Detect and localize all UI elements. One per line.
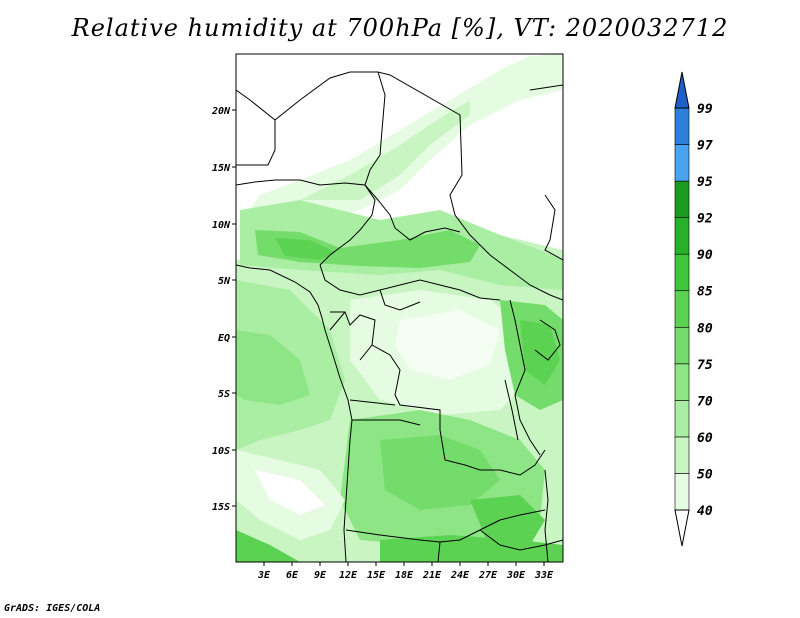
colorbar: 40 50 60 70 75 80 85 90 92 95 97 99 bbox=[674, 71, 713, 547]
lon-label: 27E bbox=[478, 570, 498, 581]
colorbar-bin bbox=[674, 400, 690, 438]
lat-label: 10S bbox=[212, 446, 230, 457]
colorbar-label: 80 bbox=[697, 321, 713, 336]
lat-label: 5N bbox=[218, 276, 231, 287]
colorbar-label: 60 bbox=[697, 431, 713, 446]
colorbar-bin bbox=[674, 290, 690, 328]
lat-label: 10N bbox=[212, 220, 231, 231]
colorbar-label: 50 bbox=[697, 467, 713, 482]
lon-label: 24E bbox=[450, 570, 470, 581]
colorbar-bottom-arrow bbox=[674, 509, 690, 547]
colorbar-bin bbox=[674, 363, 690, 401]
colorbar-label: 97 bbox=[697, 139, 713, 154]
lon-label: 3E bbox=[257, 570, 271, 581]
colorbar-bin bbox=[674, 144, 690, 182]
lon-ticks bbox=[263, 562, 545, 566]
colorbar-label: 92 bbox=[697, 212, 713, 227]
colorbar-label: 99 bbox=[697, 102, 713, 117]
colorbar-bin bbox=[674, 326, 690, 365]
lon-label: 6E bbox=[286, 570, 299, 581]
colorbar-top-arrow bbox=[674, 71, 690, 109]
lon-label: 12E bbox=[339, 570, 358, 581]
footer-credit: GrADS: IGES/COLA bbox=[4, 603, 101, 614]
lat-label: 20N bbox=[211, 106, 231, 117]
lon-label: 15E bbox=[367, 570, 386, 581]
lat-ticks bbox=[232, 109, 236, 507]
lat-label: 15S bbox=[212, 502, 230, 513]
map-frame bbox=[235, 53, 564, 563]
lon-labels: 3E 6E 9E 12E 15E 18E 21E 24E 27E 30E 33E bbox=[257, 570, 554, 581]
colorbar-label: 40 bbox=[697, 504, 713, 519]
lat-labels: 20N 15N 10N 5N EQ 5S 10S 15S bbox=[211, 106, 231, 513]
lon-label: 30E bbox=[506, 570, 526, 581]
colorbar-bin bbox=[674, 107, 690, 145]
lat-label: EQ bbox=[218, 333, 230, 344]
colorbar-label: 75 bbox=[697, 358, 713, 373]
lat-label: 5S bbox=[218, 389, 230, 400]
lon-label: 21E bbox=[422, 570, 442, 581]
colorbar-bin bbox=[674, 436, 690, 474]
colorbar-bin bbox=[674, 253, 690, 292]
colorbar-bin bbox=[674, 217, 690, 255]
lon-label: 18E bbox=[395, 570, 414, 581]
chart-title: Relative humidity at 700hPa [%], VT: 202… bbox=[71, 14, 729, 42]
lon-label: 33E bbox=[534, 570, 554, 581]
colorbar-bin bbox=[674, 473, 690, 511]
colorbar-label: 95 bbox=[697, 175, 713, 190]
colorbar-label: 90 bbox=[697, 248, 713, 263]
colorbar-bin bbox=[674, 180, 690, 218]
colorbar-label: 85 bbox=[697, 285, 713, 300]
country-borders bbox=[236, 71, 563, 562]
lon-label: 9E bbox=[314, 570, 327, 581]
colorbar-label: 70 bbox=[697, 394, 713, 409]
lat-label: 15N bbox=[212, 163, 231, 174]
humidity-field bbox=[236, 54, 563, 562]
